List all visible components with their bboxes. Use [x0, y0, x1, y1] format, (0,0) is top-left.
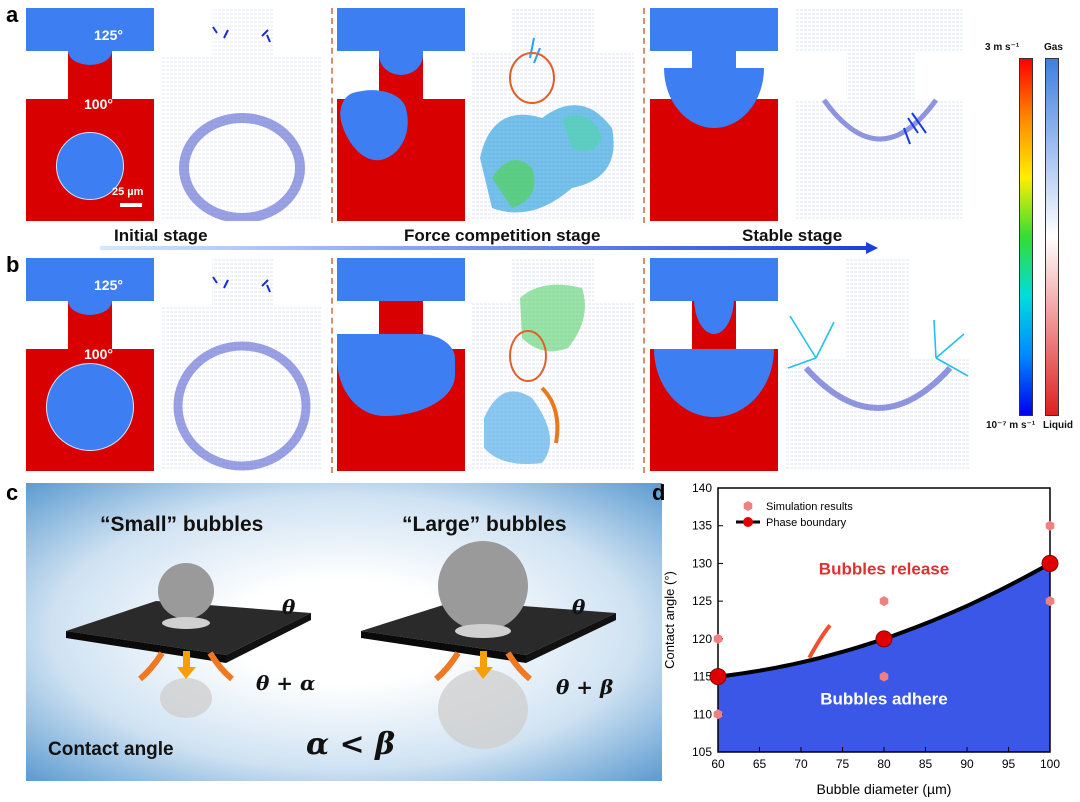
initial-stage-label: Initial stage [114, 226, 208, 245]
stage-divider-b1 [331, 258, 333, 473]
bubble-illustration [66, 541, 616, 749]
liquid-label: Liquid [1043, 420, 1073, 431]
simulation-point [713, 633, 723, 644]
velocity-colorbar [1019, 58, 1033, 416]
x-tick-label: 75 [836, 757, 850, 771]
x-tick-label: 85 [919, 757, 933, 771]
panel-b-label: b [6, 252, 20, 277]
adhere-region [718, 563, 1050, 752]
theta-alpha-label: θ + α [256, 671, 316, 695]
velocity-max-label: 3 m s⁻¹ [985, 42, 1020, 53]
theta-label-small: θ [282, 595, 296, 619]
velocity-field-a1 [162, 8, 322, 221]
large-bubbles-title: “Large” bubbles [402, 513, 567, 536]
release-region-label: Bubbles release [819, 560, 949, 579]
gas-label: Gas [1044, 42, 1063, 53]
small-bubbles-title: “Small” bubbles [100, 513, 264, 536]
contact-angle-label: Contact angle [48, 739, 174, 760]
velocity-field-a3 [796, 8, 964, 221]
simulation-tile-a2 [337, 8, 465, 221]
x-tick-label: 60 [711, 757, 725, 771]
simulation-point [879, 671, 889, 682]
x-tick-label: 70 [794, 757, 808, 771]
velocity-field-b2 [472, 258, 634, 471]
stable-stage-label: Stable stage [742, 226, 843, 245]
velocity-field-a2 [472, 8, 634, 221]
y-tick-label: 110 [693, 707, 712, 721]
theta-label-large: θ [572, 595, 586, 619]
alpha-beta-inequality: α < β [306, 727, 396, 762]
simulation-point [713, 709, 723, 720]
theta-beta-label: θ + β [556, 675, 614, 699]
y-axis-label: Contact angle (°) [662, 571, 677, 669]
simulation-point [879, 596, 889, 607]
adhere-region-label: Bubbles adhere [820, 689, 948, 708]
y-tick-label: 135 [692, 519, 712, 533]
x-axis-label: Bubble diameter (µm) [817, 781, 952, 797]
simulation-tile-b2 [337, 258, 465, 471]
temp-label-125: 125° [94, 27, 123, 43]
x-tick-label: 95 [1002, 757, 1016, 771]
y-tick-label: 105 [692, 745, 712, 759]
temp-label-100-b: 100° [84, 346, 113, 362]
panel-c-label: c [6, 480, 19, 505]
release-arrow [807, 623, 832, 659]
velocity-min-label: 10⁻⁷ m s⁻¹ [986, 420, 1036, 431]
panel-c-illustration: “Small” bubbles “Large” bubbles θ θ + α … [26, 483, 662, 781]
simulation-tile-b3 [650, 258, 778, 471]
phase-colorbar [1045, 58, 1059, 416]
simulation-tile-b1: 125° 100° [26, 258, 154, 471]
phase-diagram-chart: 60 65 70 75 80 85 90 95 100 105 110 115 120 125 130 135… [662, 481, 1060, 797]
x-tick-label: 90 [960, 757, 974, 771]
y-tick-label: 115 [693, 670, 712, 684]
scale-bar-label: 25 µm [112, 186, 144, 198]
x-tick-label: 65 [753, 757, 767, 771]
stage-arrow-head [866, 242, 878, 254]
panel-a-label: a [6, 2, 19, 27]
stage-divider-b2 [643, 258, 645, 473]
y-tick-label: 125 [692, 594, 712, 608]
legend-boundary-label: Phase boundary [766, 517, 847, 529]
legend-boundary-marker [743, 517, 753, 527]
legend-simulation-label: Simulation results [766, 501, 853, 513]
y-tick-label: 120 [692, 632, 712, 646]
simulation-tile-a3 [650, 8, 778, 221]
stage-divider-a1 [331, 8, 333, 223]
stage-divider-a2 [643, 8, 645, 223]
temp-label-125-b: 125° [94, 277, 123, 293]
x-tick-label: 80 [877, 757, 891, 771]
boundary-point [709, 668, 727, 686]
simulation-point [1045, 520, 1055, 531]
temp-label-100: 100° [84, 96, 113, 112]
legend-simulation-marker [743, 501, 753, 511]
stage-arrow [100, 246, 870, 250]
boundary-point [875, 630, 893, 648]
y-tick-label: 140 [692, 481, 712, 495]
velocity-field-b1 [162, 258, 322, 471]
velocity-field-b3 [786, 258, 970, 471]
y-tick-label: 130 [692, 556, 712, 570]
x-tick-label: 100 [1040, 757, 1060, 771]
simulation-point [1045, 596, 1055, 607]
boundary-point [1041, 554, 1059, 572]
panel-d-label: d [652, 480, 666, 505]
force-stage-label: Force competition stage [404, 226, 601, 245]
simulation-tile-a1: 125° 100° 25 µm [26, 8, 154, 221]
